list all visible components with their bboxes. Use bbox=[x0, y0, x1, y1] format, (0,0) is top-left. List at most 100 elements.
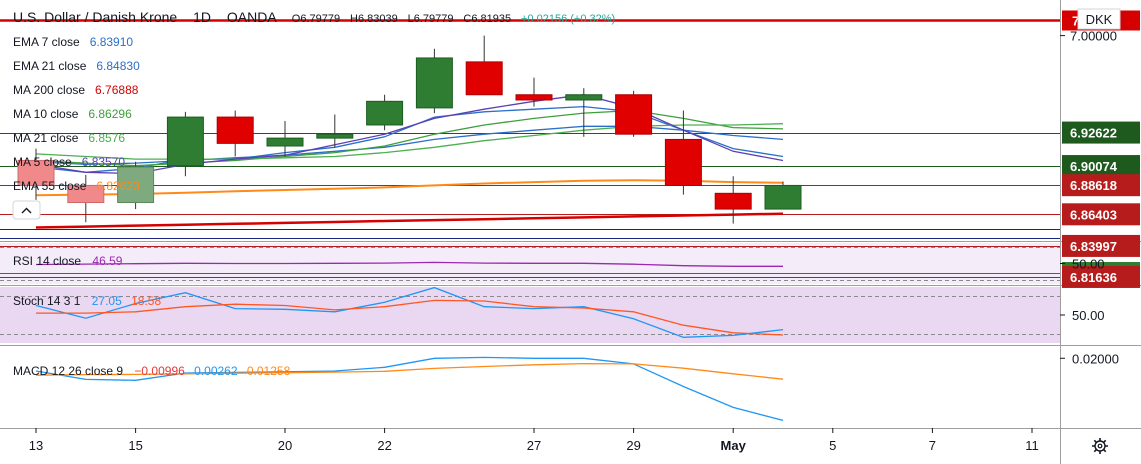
candle-body bbox=[465, 61, 503, 96]
macd-legend: MACD 12 26 close 9 −0.00996 0.00262 0.01… bbox=[13, 364, 291, 378]
candle-body bbox=[615, 94, 653, 135]
rsi-title: RSI 14 close bbox=[13, 254, 81, 268]
collapse-legend-button[interactable] bbox=[12, 200, 41, 220]
legend-item: EMA 55 close 6.82623 bbox=[13, 179, 140, 193]
stoch-k-value: 27.05 bbox=[92, 294, 122, 308]
stoch-d-value: 18.58 bbox=[131, 294, 161, 308]
price-axis: 7.07.000006.926226.900746.886186.864036.… bbox=[1060, 10, 1140, 366]
price-tick-label: 7.00000 bbox=[1070, 29, 1117, 44]
legend-label: EMA 21 close bbox=[13, 59, 87, 73]
rsi-legend: RSI 14 close 46.59 bbox=[13, 254, 123, 268]
macd-value: 0.00262 bbox=[194, 364, 238, 378]
legend-label: MA 5 close bbox=[13, 155, 72, 169]
price-box bbox=[1062, 155, 1140, 178]
candle-body bbox=[366, 100, 404, 126]
indicator-lines bbox=[0, 247, 1060, 422]
candle-body bbox=[67, 184, 105, 204]
ma-line-ema-55-close bbox=[35, 179, 784, 197]
price-box bbox=[1062, 121, 1140, 144]
ma-line-ma-21-close bbox=[35, 123, 784, 160]
legend-value: 6.82623 bbox=[96, 179, 140, 193]
rsi-value: 46.59 bbox=[92, 254, 122, 268]
ma-line-ma-5-close bbox=[35, 94, 784, 175]
legend-item: EMA 7 close 6.83910 bbox=[13, 35, 133, 49]
price-box bbox=[1062, 234, 1140, 257]
candle-body bbox=[714, 192, 752, 210]
legend-label: MA 10 close bbox=[13, 107, 79, 121]
legend-item: MA 200 close 6.76888 bbox=[13, 83, 139, 97]
ohlc-open: O6.79779 bbox=[292, 13, 340, 25]
indicator-tick-label: 50.00 bbox=[1072, 308, 1105, 323]
price-box bbox=[1062, 265, 1140, 288]
candle-body bbox=[166, 116, 204, 167]
legend-value: 6.76888 bbox=[95, 83, 139, 97]
candle-body bbox=[664, 138, 702, 186]
symbol-title: U.S. Dollar / Danish Krone bbox=[13, 9, 177, 25]
legend-value: 6.83910 bbox=[90, 35, 134, 49]
macd-line-signal bbox=[35, 362, 784, 380]
ma-line-ema-21-close bbox=[35, 125, 784, 166]
moving-averages bbox=[35, 94, 784, 229]
time-tick-label: 20 bbox=[278, 438, 292, 453]
stoch-line-k bbox=[35, 286, 784, 338]
candle-body bbox=[415, 57, 453, 109]
legend-label: EMA 7 close bbox=[13, 35, 80, 49]
candle-body bbox=[764, 184, 802, 210]
price-box-label: 6.88618 bbox=[1070, 178, 1117, 193]
price-box-label: 6.83997 bbox=[1070, 239, 1117, 254]
legend-item: MA 10 close 6.86296 bbox=[13, 107, 132, 121]
candle-body bbox=[515, 94, 553, 101]
ohlc-change: +0.02156 (+0.32%) bbox=[521, 13, 615, 25]
time-tick-label: May bbox=[721, 438, 747, 453]
ohlc-low: L6.79779 bbox=[408, 13, 454, 25]
price-box-label: 6.90074 bbox=[1070, 159, 1118, 174]
gear-icon[interactable] bbox=[1092, 438, 1108, 454]
legend-label: MA 21 close bbox=[13, 131, 79, 145]
time-tick-label: 5 bbox=[829, 438, 836, 453]
chart-header: U.S. Dollar / Danish Krone 1D OANDA O6.7… bbox=[13, 9, 615, 25]
candles bbox=[17, 35, 802, 224]
ma-line-ma-200-close bbox=[35, 212, 784, 229]
interval-label: 1D bbox=[193, 9, 211, 25]
legend-item: MA 5 close 6.83570 bbox=[13, 155, 125, 169]
currency-badge-label: DKK bbox=[1086, 12, 1113, 27]
candle-body bbox=[216, 116, 254, 144]
time-tick-label: 7 bbox=[929, 438, 936, 453]
time-tick-label: 22 bbox=[377, 438, 391, 453]
exchange-label: OANDA bbox=[227, 9, 277, 25]
legend-value: 6.84830 bbox=[96, 59, 140, 73]
legend-value: 6.86296 bbox=[88, 107, 132, 121]
legend-value: 6.83570 bbox=[82, 155, 126, 169]
macd-hist-value: −0.00996 bbox=[134, 364, 185, 378]
time-tick-label: 11 bbox=[1025, 438, 1039, 453]
indicator-tick-label: 50.00 bbox=[1072, 257, 1105, 272]
macd-signal-value: 0.01258 bbox=[247, 364, 291, 378]
legend-item: EMA 21 close 6.84830 bbox=[13, 59, 140, 73]
currency-badge-frame[interactable] bbox=[1077, 8, 1121, 30]
price-box-label: 6.81636 bbox=[1070, 270, 1117, 285]
candle-body bbox=[266, 137, 304, 147]
candle-body bbox=[17, 159, 55, 186]
candle-body bbox=[117, 166, 155, 204]
candle-body bbox=[565, 94, 603, 101]
time-tick-label: 13 bbox=[29, 438, 43, 453]
rsi-line bbox=[35, 261, 783, 267]
currency-badge[interactable]: DKK bbox=[1077, 8, 1121, 30]
legend-value: 6.8576 bbox=[88, 131, 125, 145]
ma-line-ma-10-close bbox=[35, 109, 784, 167]
time-tick-label: 29 bbox=[626, 438, 640, 453]
stoch-legend: Stoch 14 3 1 27.05 18.58 bbox=[13, 294, 161, 308]
collapse-button-frame[interactable] bbox=[12, 200, 41, 220]
ohlc-close: C6.81935 bbox=[463, 13, 511, 25]
indicator-tick-label: 0.02000 bbox=[1072, 351, 1119, 366]
price-box-label: 6.92622 bbox=[1070, 126, 1117, 141]
legend-label: MA 200 close bbox=[13, 83, 85, 97]
time-tick-label: 27 bbox=[527, 438, 541, 453]
time-axis: 13 15 20 22 27 29 May 5 7 11 bbox=[29, 428, 1039, 453]
price-box bbox=[1062, 203, 1140, 226]
ohlc-high: H6.83039 bbox=[350, 13, 398, 25]
chevron-up-icon bbox=[21, 207, 32, 214]
macd-line-macd bbox=[35, 356, 784, 422]
